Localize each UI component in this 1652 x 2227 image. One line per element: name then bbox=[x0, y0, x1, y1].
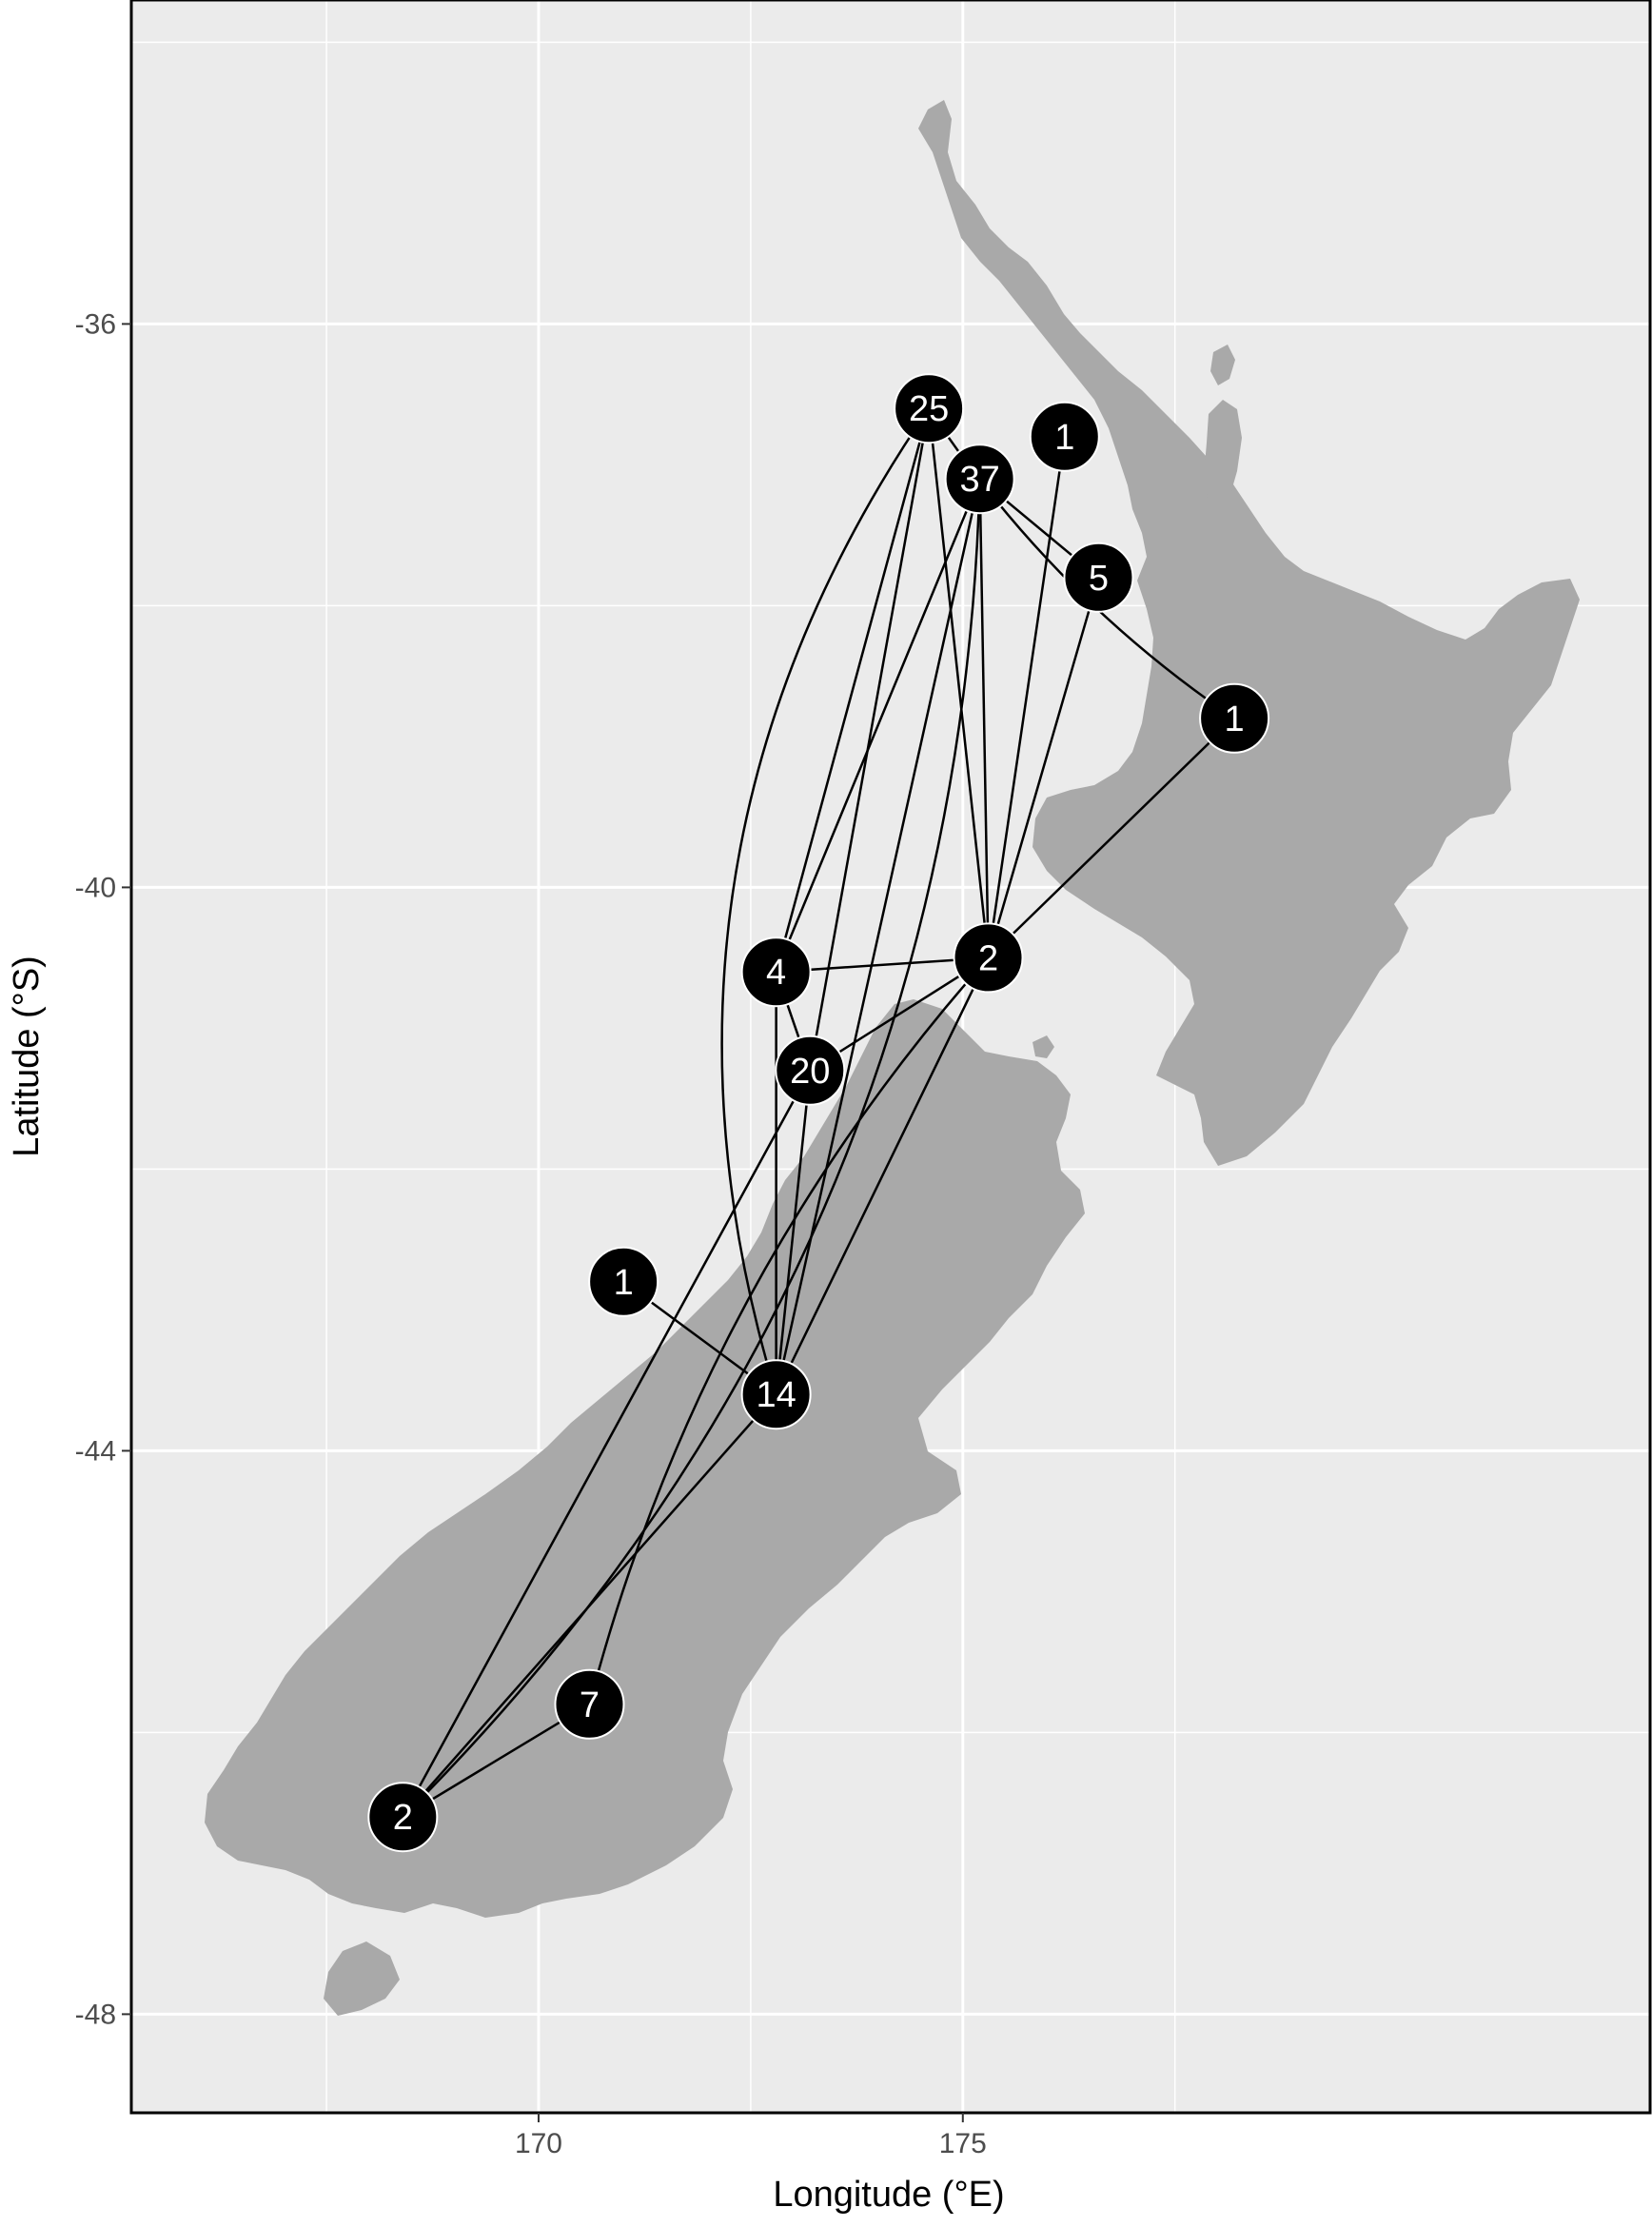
node-circle bbox=[1063, 542, 1134, 613]
y-tick-label: -36 bbox=[75, 308, 116, 340]
y-tick-label: -40 bbox=[75, 872, 116, 903]
node-circle bbox=[953, 922, 1024, 994]
stewart-island bbox=[324, 1941, 400, 2016]
node-label: 1 bbox=[1054, 418, 1074, 458]
node-label: 7 bbox=[580, 1685, 600, 1725]
node-label: 2 bbox=[393, 1798, 413, 1838]
node-label: 4 bbox=[766, 953, 786, 993]
node-H: 20 bbox=[775, 1035, 846, 1106]
edge-H-L bbox=[402, 1070, 812, 1818]
node-G: 4 bbox=[740, 936, 812, 1008]
node-label: 25 bbox=[909, 389, 949, 429]
edge-B-G bbox=[775, 478, 981, 973]
y-tick-label: -44 bbox=[75, 1435, 116, 1467]
node-label: 37 bbox=[959, 460, 999, 500]
node-C: 1 bbox=[1029, 401, 1100, 472]
edge-E-F bbox=[987, 717, 1235, 959]
node-circle bbox=[588, 1246, 659, 1317]
node-circle bbox=[944, 443, 1015, 515]
node-E: 1 bbox=[1199, 682, 1270, 754]
edge-B-L bbox=[402, 479, 981, 1819]
edge-A-F bbox=[927, 408, 990, 958]
y-tick-label: -48 bbox=[75, 1999, 116, 2030]
node-circle bbox=[367, 1782, 439, 1853]
new-zealand-landmass bbox=[205, 100, 1580, 2016]
node-label: 1 bbox=[614, 1263, 634, 1303]
edge-F-G bbox=[776, 956, 989, 974]
edge-F-J bbox=[775, 956, 990, 1395]
node-circle bbox=[740, 1359, 812, 1430]
node-circle bbox=[894, 373, 965, 444]
node-L: 2 bbox=[367, 1782, 439, 1853]
node-label: 2 bbox=[978, 938, 998, 978]
node-circle bbox=[1199, 682, 1270, 754]
south-island bbox=[205, 999, 1085, 1918]
x-tick-label: 175 bbox=[939, 2128, 987, 2159]
edge-F-K bbox=[588, 956, 990, 1705]
node-circle bbox=[740, 936, 812, 1008]
node-B: 37 bbox=[944, 443, 1015, 515]
node-circle bbox=[1029, 401, 1100, 472]
edge-A-J bbox=[720, 407, 931, 1395]
node-label: 1 bbox=[1225, 700, 1245, 739]
plot-border bbox=[129, 0, 1652, 2115]
great-barrier-island bbox=[1210, 345, 1235, 385]
x-tick-label: 170 bbox=[515, 2128, 562, 2159]
coromandel-peninsula bbox=[1204, 400, 1242, 523]
durville-island bbox=[1032, 1035, 1054, 1058]
north-island bbox=[918, 100, 1580, 1166]
edge-H-J bbox=[775, 1070, 812, 1395]
node-label: 20 bbox=[790, 1052, 830, 1092]
node-circle bbox=[775, 1035, 846, 1106]
node-circle bbox=[554, 1668, 625, 1740]
edge-A-H bbox=[809, 407, 931, 1072]
axes: 170 175 -36 -40 -44 -48 bbox=[75, 308, 987, 2159]
x-axis-title: Longitude (°E) bbox=[773, 2175, 1004, 2215]
edge-J-L bbox=[402, 1393, 777, 1819]
edge-B-F bbox=[978, 479, 990, 958]
node-A: 25 bbox=[894, 373, 965, 444]
node-label: 5 bbox=[1089, 559, 1109, 599]
node-D: 5 bbox=[1063, 542, 1134, 613]
edge-C-F bbox=[987, 436, 1067, 958]
edge-K-L bbox=[402, 1703, 591, 1819]
y-axis-title: Latitude (°S) bbox=[7, 956, 47, 1157]
node-F: 2 bbox=[953, 922, 1024, 994]
node-K: 7 bbox=[554, 1668, 625, 1740]
node-J: 14 bbox=[740, 1359, 812, 1430]
edge-D-F bbox=[987, 577, 1100, 958]
node-I: 1 bbox=[588, 1246, 659, 1317]
node-label: 14 bbox=[756, 1375, 796, 1415]
edge-A-G bbox=[775, 407, 931, 973]
